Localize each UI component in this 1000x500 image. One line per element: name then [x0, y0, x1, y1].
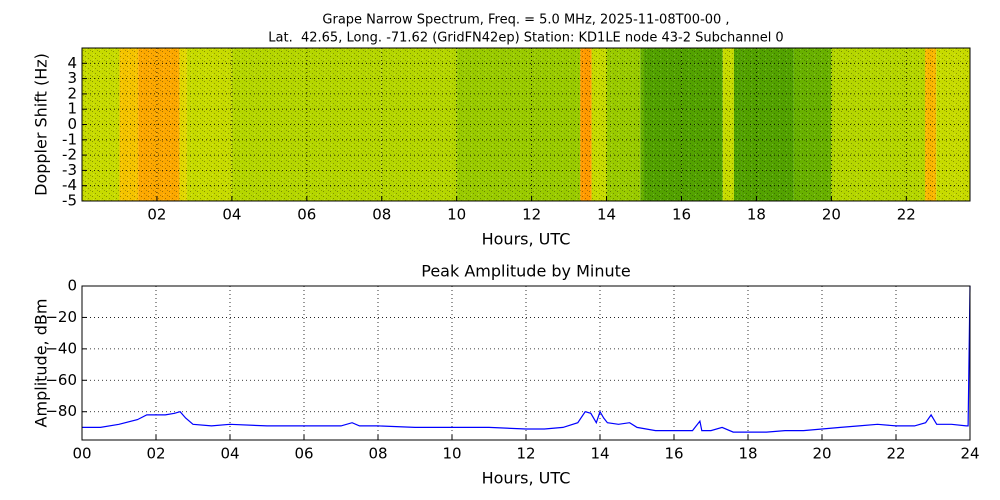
x-tick-label: 20	[812, 445, 831, 463]
y-tick-label: -3	[62, 161, 77, 179]
x-tick-label: 14	[597, 206, 616, 224]
y-tick-label: 2	[67, 84, 77, 102]
x-tick-label: 10	[447, 206, 466, 224]
x-tick-label: 04	[222, 206, 241, 224]
x-tick-label: 06	[294, 445, 313, 463]
x-tick-label: 16	[664, 445, 683, 463]
x-tick-label: 16	[672, 206, 691, 224]
x-axis-label: Hours, UTC	[482, 230, 571, 249]
chart-title: Peak Amplitude by Minute	[421, 262, 631, 281]
y-tick-label: −20	[45, 308, 77, 326]
x-tick-label: 02	[147, 206, 166, 224]
plot-frame	[81, 285, 971, 441]
x-tick-label: 18	[747, 206, 766, 224]
x-tick-label: 22	[886, 445, 905, 463]
x-tick-label: 14	[590, 445, 609, 463]
chart-title: Grape Narrow Spectrum, Freq. = 5.0 MHz, …	[322, 13, 729, 28]
y-tick-label: -4	[62, 176, 77, 194]
y-tick-label: −40	[45, 339, 77, 357]
y-tick-label: -5	[62, 192, 77, 210]
chart-title: Lat. 42.65, Long. -71.62 (GridFN42ep) St…	[268, 31, 783, 46]
y-tick-label: −80	[45, 402, 77, 420]
x-axis-label: Hours, UTC	[482, 469, 571, 488]
x-tick-label: 12	[522, 206, 541, 224]
x-tick-label: 06	[297, 206, 316, 224]
x-tick-label: 08	[372, 206, 391, 224]
x-tick-label: 18	[738, 445, 757, 463]
x-tick-label: 20	[822, 206, 841, 224]
y-tick-label: 0	[67, 115, 77, 133]
x-tick-label: 08	[368, 445, 387, 463]
x-tick-label: 22	[897, 206, 916, 224]
plot-frame	[81, 47, 971, 202]
y-tick-label: -2	[62, 146, 77, 164]
x-tick-label: 04	[220, 445, 239, 463]
y-tick-label: 0	[67, 277, 77, 295]
y-tick-label: 1	[67, 100, 77, 118]
x-tick-label: 10	[442, 445, 461, 463]
x-tick-label: 02	[146, 445, 165, 463]
y-tick-label: −60	[45, 371, 77, 389]
x-tick-label: 00	[72, 445, 91, 463]
x-tick-label: 12	[516, 445, 535, 463]
y-axis-label: Doppler Shift (Hz)	[32, 53, 51, 196]
y-axis-label: Amplitude, dBm	[32, 299, 51, 428]
amplitude-line	[82, 285, 971, 433]
y-tick-label: 3	[67, 69, 77, 87]
y-tick-label: 4	[67, 54, 77, 72]
x-tick-label: 24	[960, 445, 979, 463]
y-tick-label: -1	[62, 130, 77, 148]
